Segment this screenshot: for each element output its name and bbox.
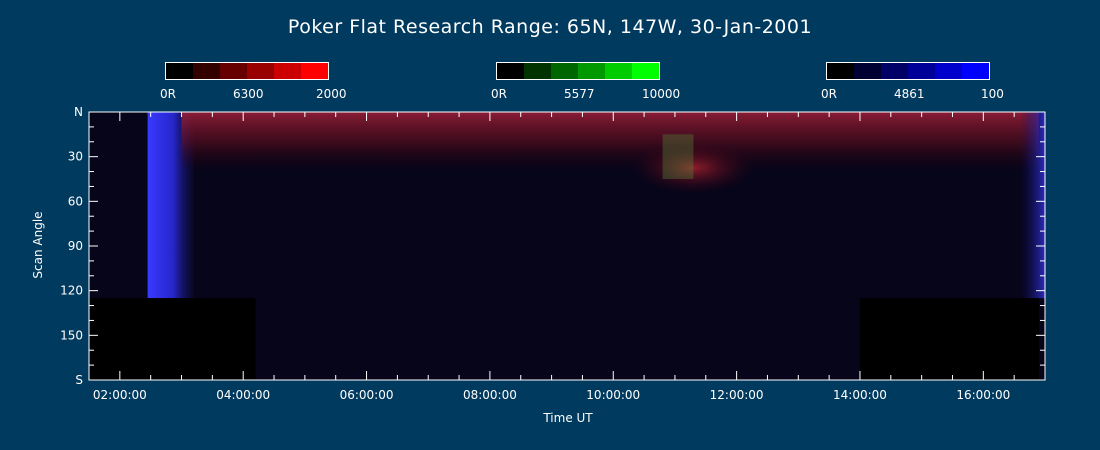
colorbar-6300-swatch — [274, 63, 301, 79]
colorbar-4861-max-label: 100 — [981, 87, 1004, 101]
colorbar-5577-swatch — [551, 63, 578, 79]
colorbar-4861-swatch — [854, 63, 881, 79]
colorbar-6300-swatch — [220, 63, 247, 79]
colorbar-5577-swatch — [605, 63, 632, 79]
colorbar-5577-min-label: 0R — [491, 87, 507, 101]
colorbar-4861-swatch — [881, 63, 908, 79]
emission-region-6300 — [631, 141, 756, 194]
y-tick-label: 90 — [68, 239, 83, 253]
colorbar-5577-swatch — [497, 63, 524, 79]
colorbar-4861-swatch — [935, 63, 962, 79]
colorbar-5577-max-label: 10000 — [642, 87, 681, 101]
colorbar-5577-mid-label: 5577 — [564, 87, 595, 101]
x-tick-label: 14:00:00 — [833, 388, 887, 402]
no-data-region — [859, 298, 1039, 380]
y-tick-label: S — [75, 373, 83, 387]
no-data-region — [89, 298, 256, 380]
colorbar-6300-max-label: 2000 — [316, 87, 347, 101]
colorbar-4861-min-label: 0R — [821, 87, 837, 101]
chart-title: Poker Flat Research Range: 65N, 147W, 30… — [287, 16, 813, 38]
x-tick-label: 16:00:00 — [956, 388, 1010, 402]
y-tick-label: 120 — [60, 284, 83, 298]
colorbar-5577 — [496, 62, 660, 80]
colorbar-6300-mid-label: 6300 — [233, 87, 264, 101]
y-tick-label: N — [74, 105, 83, 119]
x-tick-label: 04:00:00 — [216, 388, 270, 402]
colorbar-5577-swatch — [578, 63, 605, 79]
colorbar-5577-swatch — [632, 63, 659, 79]
emission-region-4861 — [1020, 112, 1045, 299]
colorbar-4861-mid-label: 4861 — [894, 87, 925, 101]
colorbar-4861-swatch — [908, 63, 935, 79]
colorbar-6300-swatch — [166, 63, 193, 79]
colorbar-6300-swatch — [301, 63, 328, 79]
colorbar-4861-swatch — [827, 63, 854, 79]
x-tick-label: 10:00:00 — [586, 388, 640, 402]
y-tick-label: 60 — [68, 194, 83, 208]
y-tick-label: 150 — [60, 328, 83, 342]
emission-region-5577 — [662, 134, 694, 179]
x-axis-label: Time UT — [543, 411, 593, 425]
y-axis-label: Scan Angle — [31, 211, 45, 279]
x-tick-label: 12:00:00 — [710, 388, 764, 402]
y-tick-label: 30 — [68, 150, 83, 164]
colorbar-6300-min-label: 0R — [160, 87, 176, 101]
x-tick-label: 06:00:00 — [340, 388, 394, 402]
colorbar-5577-swatch — [524, 63, 551, 79]
x-tick-label: 02:00:00 — [93, 388, 147, 402]
colorbar-4861 — [826, 62, 990, 80]
colorbar-6300-swatch — [193, 63, 220, 79]
colorbar-6300-swatch — [247, 63, 274, 79]
x-tick-label: 08:00:00 — [463, 388, 517, 402]
emission-region-6300 — [181, 112, 1039, 172]
colorbar-6300 — [165, 62, 329, 80]
colorbar-4861-swatch — [962, 63, 989, 79]
